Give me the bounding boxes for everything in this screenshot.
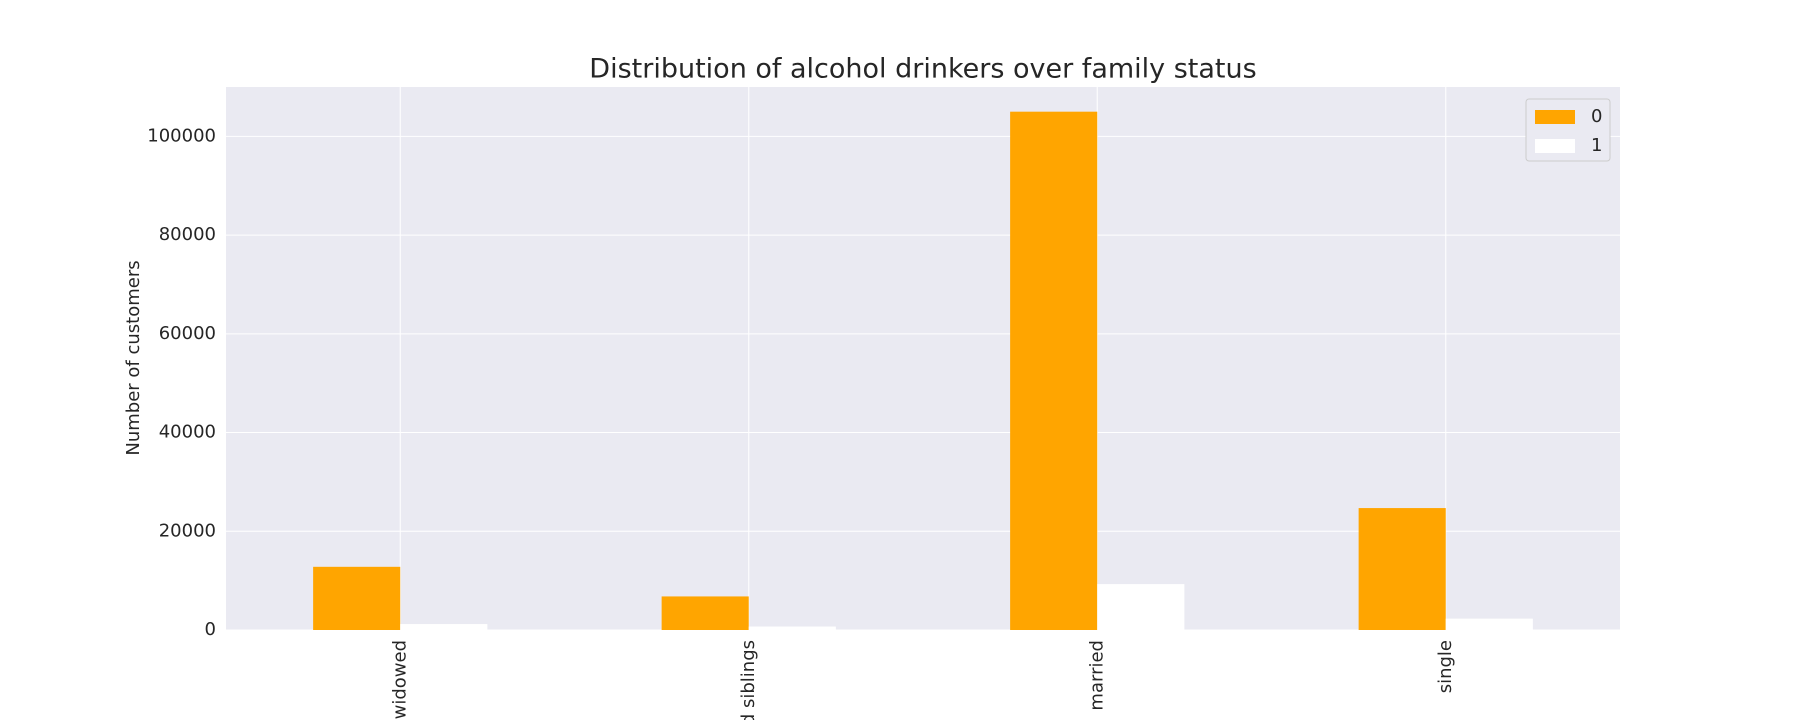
legend-label: 1 <box>1591 135 1602 156</box>
y-tick-label: 0 <box>205 619 216 640</box>
bar <box>661 596 749 630</box>
chart-title: Distribution of alcohol drinkers over fa… <box>589 54 1256 85</box>
y-tick-label: 40000 <box>159 422 216 443</box>
legend-label: 0 <box>1591 106 1602 127</box>
y-tick-label: 100000 <box>147 125 216 146</box>
x-tick-label: d siblings <box>738 640 759 720</box>
bar <box>400 624 488 630</box>
bar <box>1097 584 1185 630</box>
y-axis-label: Number of customers <box>123 260 144 455</box>
legend-swatch <box>1535 139 1575 153</box>
bar <box>313 566 401 630</box>
legend-swatch <box>1535 110 1575 124</box>
x-tick-label: married <box>1086 640 1107 711</box>
y-tick-label: 20000 <box>159 520 216 541</box>
y-tick-label: 80000 <box>159 224 216 245</box>
x-tick-label: widowed <box>389 640 410 719</box>
bar <box>1010 111 1098 630</box>
x-tick-label: single <box>1435 640 1456 693</box>
bar <box>1445 618 1533 630</box>
bar <box>1358 508 1446 630</box>
y-tick-label: 60000 <box>159 323 216 344</box>
bar <box>748 626 836 630</box>
